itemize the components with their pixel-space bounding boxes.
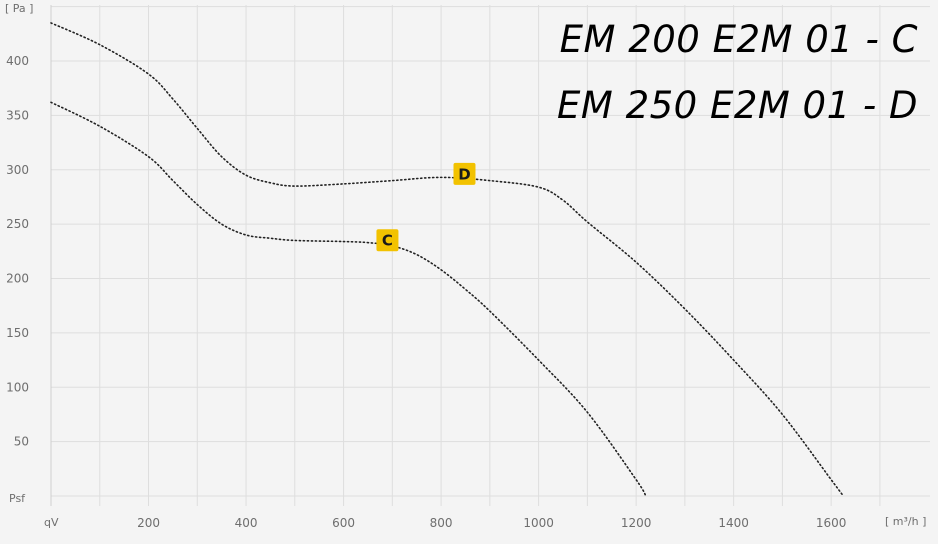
y-tick-label: 100 bbox=[6, 380, 29, 394]
y-axis-start-label: Psf bbox=[9, 492, 26, 505]
x-tick-label: 1600 bbox=[816, 516, 847, 530]
x-tick-label: 600 bbox=[332, 516, 355, 530]
marker-label: D bbox=[458, 165, 470, 183]
marker-badge bbox=[453, 162, 476, 185]
marker-label: C bbox=[382, 232, 393, 250]
x-axis-start-label: qV bbox=[44, 516, 59, 529]
y-tick-label: 250 bbox=[6, 217, 29, 231]
title-line-2: EM 250 E2M 01 - D bbox=[557, 84, 918, 127]
series-line-d bbox=[50, 22, 845, 497]
x-tick-label: 1400 bbox=[718, 516, 749, 530]
y-tick-label: 200 bbox=[6, 272, 29, 286]
x-tick-label: 800 bbox=[430, 516, 453, 530]
y-tick-label: 350 bbox=[6, 108, 29, 122]
series-marker-c: C bbox=[376, 229, 399, 252]
tick-labels: 50 100 150 200 250 300 350 400 200 400 600 800 1000 1… bbox=[6, 54, 846, 530]
x-tick-label: 400 bbox=[235, 516, 258, 530]
series-markers: CD bbox=[376, 162, 476, 252]
y-axis-label: [ Pa ] bbox=[5, 2, 33, 15]
y-tick-label: 300 bbox=[6, 163, 29, 177]
series-marker-d: D bbox=[453, 162, 476, 185]
title-line-1: EM 200 E2M 01 - C bbox=[560, 18, 918, 61]
series bbox=[50, 22, 845, 497]
chart-title: EM 200 E2M 01 - C EM 250 E2M 01 - D bbox=[557, 18, 918, 127]
y-tick-label: 400 bbox=[6, 54, 29, 68]
axes: [ Pa ] [ m³/h ] qV Psf bbox=[5, 2, 926, 529]
x-axis-label: [ m³/h ] bbox=[885, 515, 926, 528]
y-tick-label: 150 bbox=[6, 326, 29, 340]
x-tick-label: 1200 bbox=[621, 516, 652, 530]
series-line-c bbox=[50, 101, 647, 497]
marker-badge bbox=[376, 229, 399, 252]
x-tick-label: 1000 bbox=[523, 516, 554, 530]
grid bbox=[50, 5, 930, 506]
y-tick-label: 50 bbox=[14, 435, 29, 449]
x-tick-label: 200 bbox=[137, 516, 160, 530]
